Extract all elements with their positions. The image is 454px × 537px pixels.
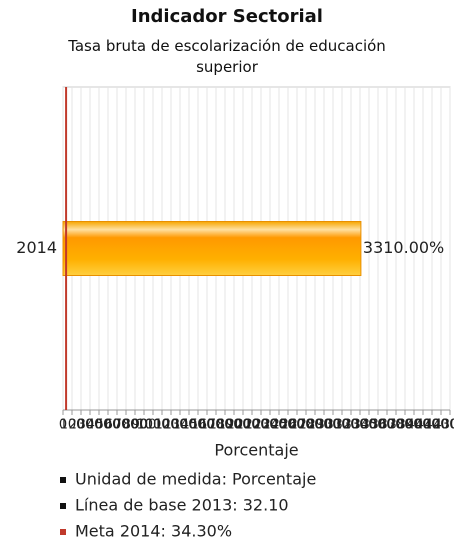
x-tick-label: 1800 <box>208 418 241 433</box>
x-tick-label: 2900 <box>307 418 340 433</box>
x-tick-label: 2500 <box>271 418 304 433</box>
x-tick-label: 100 <box>60 418 85 433</box>
x-tick-label: 200 <box>69 418 94 433</box>
x-tick-label: 900 <box>132 418 157 433</box>
x-tick-label: 2200 <box>244 418 277 433</box>
x-tick-label: 2000 <box>226 418 259 433</box>
x-tick-label: 3200 <box>334 418 367 433</box>
x-tick-label: 800 <box>123 418 148 433</box>
x-tick-label: 1700 <box>199 418 232 433</box>
x-tick-label: 0 <box>59 418 67 433</box>
x-tick-label: 1300 <box>163 418 196 433</box>
x-tick-label: 2600 <box>280 418 313 433</box>
note-text: Unidad de medida: Porcentaje <box>75 470 316 489</box>
x-tick-label: 3600 <box>370 418 403 433</box>
x-tick-label: 4000 <box>406 418 439 433</box>
x-tick-label: 2800 <box>298 418 331 433</box>
value-label: 3310.00% <box>363 238 444 257</box>
chart-title: Indicador Sectorial <box>131 6 323 27</box>
x-tick-label: 1400 <box>172 418 205 433</box>
x-tick-label: 300 <box>78 418 103 433</box>
x-tick-label: 1000 <box>136 418 169 433</box>
note-bullet <box>60 477 66 483</box>
x-tick-label: 1600 <box>190 418 223 433</box>
x-tick-label: 500 <box>96 418 121 433</box>
x-tick-label: 3400 <box>352 418 385 433</box>
x-tick-label: 2300 <box>253 418 286 433</box>
x-tick-label: 3100 <box>325 418 358 433</box>
note-bullet <box>60 529 66 535</box>
x-axis-label: Porcentaje <box>214 441 298 460</box>
x-tick-label: 1200 <box>154 418 187 433</box>
x-tick-label: 1100 <box>145 418 178 433</box>
x-tick-label: 4100 <box>415 418 448 433</box>
note-bullet <box>60 503 66 509</box>
x-tick-label: 3300 <box>343 418 376 433</box>
x-tick-label: 4200 <box>424 418 454 433</box>
x-tick-label: 3800 <box>388 418 421 433</box>
x-tick-label: 2700 <box>289 418 322 433</box>
x-tick-label: 600 <box>105 418 130 433</box>
note-text: Meta 2014: 34.30% <box>75 522 232 537</box>
chart-subtitle: Tasa bruta de escolarización de educació… <box>68 37 386 76</box>
x-tick-label: 3700 <box>379 418 412 433</box>
x-tick-label: 400 <box>87 418 112 433</box>
x-tick-label: 1500 <box>181 418 214 433</box>
x-tick-label: 3000 <box>316 418 349 433</box>
x-tick-label: 700 <box>114 418 139 433</box>
x-tick-label: 4300 <box>433 418 454 433</box>
note-text: Línea de base 2013: 32.10 <box>75 496 289 515</box>
x-tick-label: 3500 <box>361 418 394 433</box>
x-tick-label: 2400 <box>262 418 295 433</box>
bar <box>62 221 362 276</box>
x-tick-label: 1900 <box>217 418 250 433</box>
x-tick-label: 2100 <box>235 418 268 433</box>
category-label: 2014 <box>16 238 57 257</box>
x-tick-label: 3900 <box>397 418 430 433</box>
